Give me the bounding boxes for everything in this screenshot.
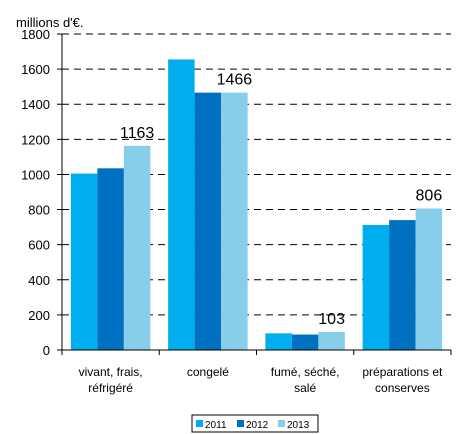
y-tick-label: 400 [28,273,50,288]
data-labels: 1163 1466 103 806 [120,72,442,328]
bar-2012 [389,220,416,350]
legend-box [191,414,319,433]
legend-label-2011: 2011 [205,420,227,431]
x-category-label: congelé [187,365,229,379]
bar-2011 [70,173,98,350]
bar-2013 [123,145,151,350]
bar-2012 [97,168,124,350]
bar-2013 [318,331,345,350]
legend-swatch-2013 [278,420,285,427]
data-label: 103 [318,311,345,328]
y-tick-label: 1800 [21,27,50,42]
bar-2011 [265,333,292,350]
legend-swatch-2011 [196,420,203,427]
bar-2011 [362,225,390,350]
x-category-label: préparations et conserves [362,365,443,395]
data-label: 1163 [120,125,155,142]
bar-2013 [415,208,443,350]
data-label: 1466 [217,72,253,89]
legend-label-2013: 2013 [287,420,310,431]
y-tick-label: 200 [28,308,50,323]
y-axis-ticks: 0 200 400 600 800 1000 1200 1400 1600 1800 [21,27,62,358]
bar-2011 [168,59,195,350]
x-category-label: vivant, frais, réfrigéré [79,365,143,395]
y-tick-label: 1200 [21,132,50,147]
y-tick-label: 1000 [21,167,50,182]
bar-2012 [194,92,222,350]
y-tick-label: 1600 [21,62,50,77]
bar-2012 [291,334,319,350]
x-axis-labels: vivant, frais, réfrigéré congelé fumé, séch… [61,350,452,395]
y-tick-label: 1400 [21,97,50,112]
y-tick-label: 800 [28,203,50,218]
legend-swatch-2012 [237,420,244,427]
legend-label-2012: 2012 [246,420,269,431]
x-category-label: fumé, séché, salé [271,365,340,395]
bar-2013 [221,92,248,350]
y-axis-title: millions d'€. [16,15,84,30]
y-tick-label: 600 [28,238,50,253]
y-tick-label: 0 [43,343,50,358]
legend: 2011 2012 2013 [191,414,319,433]
data-label: 806 [416,188,443,205]
bars [70,59,443,350]
